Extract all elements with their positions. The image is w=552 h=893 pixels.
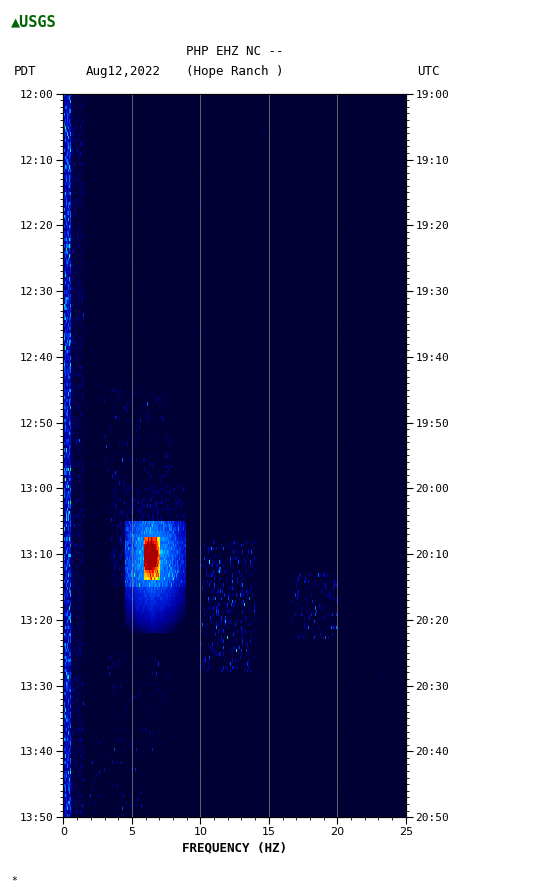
- Text: PHP EHZ NC --: PHP EHZ NC --: [186, 46, 283, 58]
- Text: *: *: [11, 876, 17, 886]
- Text: Aug12,2022: Aug12,2022: [86, 65, 161, 78]
- X-axis label: FREQUENCY (HZ): FREQUENCY (HZ): [182, 841, 287, 854]
- Text: PDT: PDT: [14, 65, 36, 78]
- Text: (Hope Ranch ): (Hope Ranch ): [186, 65, 283, 78]
- Text: UTC: UTC: [417, 65, 439, 78]
- Text: ▲USGS: ▲USGS: [11, 15, 57, 29]
